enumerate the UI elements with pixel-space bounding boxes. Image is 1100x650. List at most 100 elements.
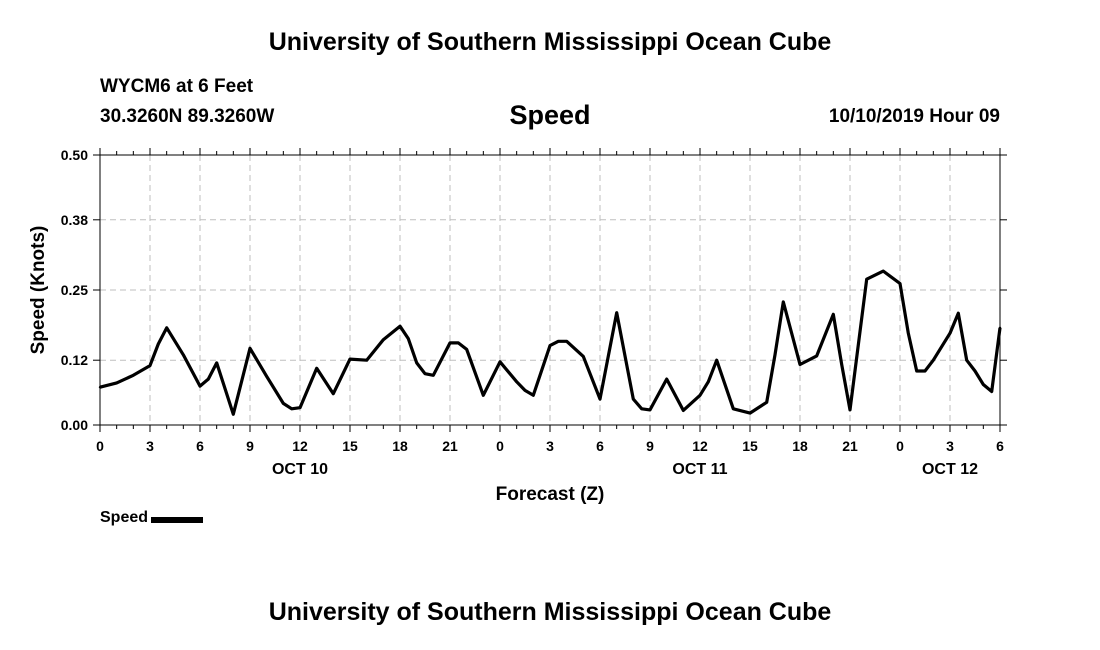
x-tick-label: 12 (292, 438, 308, 454)
data-point (648, 408, 652, 412)
data-point (840, 363, 843, 366)
data-point (398, 324, 402, 328)
x-tick-label: 9 (246, 438, 254, 454)
y-tick-label: 0.00 (61, 417, 88, 433)
data-point (548, 344, 552, 347)
data-point (798, 363, 802, 366)
data-point (298, 406, 302, 409)
legend-line-swatch (151, 516, 204, 523)
data-point (182, 353, 185, 356)
data-point (523, 389, 527, 392)
y-tick-label: 0.38 (61, 212, 88, 228)
x-axis-label: Forecast (Z) (496, 484, 605, 505)
data-point (973, 369, 977, 373)
data-point (907, 332, 910, 335)
y-tick-label: 0.12 (61, 352, 88, 368)
x-tick-label: 0 (896, 438, 904, 454)
data-point (565, 340, 568, 343)
data-point (632, 397, 635, 401)
y-tick-label: 0.25 (61, 282, 88, 298)
x-tick-label: 12 (692, 438, 708, 454)
data-point (232, 413, 235, 416)
data-point (957, 312, 960, 315)
data-point (882, 269, 885, 273)
data-point (865, 278, 868, 281)
data-point (432, 374, 435, 377)
data-point (682, 409, 685, 412)
x-tick-label: 15 (742, 438, 758, 454)
data-point (923, 369, 927, 373)
x-tick-label: 6 (596, 438, 604, 454)
data-point (557, 340, 560, 343)
x-tick-label: 3 (146, 438, 154, 454)
data-point (515, 380, 518, 383)
data-point (415, 361, 418, 365)
top-title: University of Southern Mississippi Ocean… (268, 28, 832, 56)
data-point (990, 390, 993, 393)
data-point (215, 361, 218, 365)
x-tick-label: 21 (442, 438, 458, 454)
data-point (707, 380, 710, 383)
data-point (748, 411, 752, 415)
datetime-label: 10/10/2019 Hour 09 (828, 106, 1000, 127)
day-label: OCT 10 (272, 461, 328, 478)
data-point (665, 377, 668, 381)
day-label: OCT 11 (672, 461, 727, 478)
x-tick-label: 9 (646, 438, 654, 454)
data-point (915, 369, 918, 373)
data-point (423, 372, 427, 375)
data-point (598, 397, 602, 401)
data-point (365, 359, 368, 362)
x-tick-label: 6 (996, 438, 1004, 454)
data-point (165, 326, 168, 329)
data-point (157, 342, 160, 346)
data-point (407, 337, 410, 340)
data-point (465, 348, 468, 351)
data-point (815, 354, 818, 358)
data-point (965, 359, 968, 362)
x-tick-label: 3 (546, 438, 554, 454)
data-point (832, 313, 835, 316)
x-tick-label: 0 (96, 438, 104, 454)
data-point (948, 332, 952, 335)
data-point (265, 375, 268, 378)
data-point (998, 326, 1002, 329)
data-point (482, 394, 485, 397)
x-tick-label: 3 (946, 438, 954, 454)
data-point (498, 360, 502, 364)
data-point (448, 341, 452, 345)
data-point (715, 359, 718, 362)
data-point (148, 364, 152, 367)
data-point (640, 407, 643, 410)
data-point (115, 381, 118, 385)
data-point (290, 407, 293, 410)
day-label: OCT 12 (922, 461, 978, 478)
data-point (207, 377, 210, 381)
x-tick-label: 15 (342, 438, 358, 454)
y-axis-label: Speed (Knots) (28, 226, 49, 355)
data-point (248, 347, 252, 350)
station-label: WYCM6 at 6 Feet (100, 76, 254, 97)
y-tick-label: 0.50 (61, 147, 88, 163)
legend: Speed (100, 509, 204, 527)
data-point (198, 384, 202, 388)
speed-series-line (99, 269, 1002, 416)
legend-label: Speed (100, 509, 149, 526)
bottom-title: University of Southern Mississippi Ocean… (268, 598, 832, 626)
data-point (332, 392, 335, 395)
data-point (698, 394, 702, 397)
data-point (382, 338, 385, 341)
chart-subtitle: Speed (509, 100, 591, 130)
data-point (898, 282, 902, 285)
data-point (98, 386, 102, 389)
data-point (932, 359, 935, 362)
data-point (732, 407, 735, 410)
x-tick-label: 0 (496, 438, 504, 454)
x-tick-label: 21 (842, 438, 858, 454)
data-point (782, 300, 785, 304)
data-point (765, 401, 768, 404)
data-point (582, 355, 585, 358)
x-tick-label: 18 (792, 438, 808, 454)
coordinates-label: 30.3260N 89.3260W (100, 106, 275, 127)
